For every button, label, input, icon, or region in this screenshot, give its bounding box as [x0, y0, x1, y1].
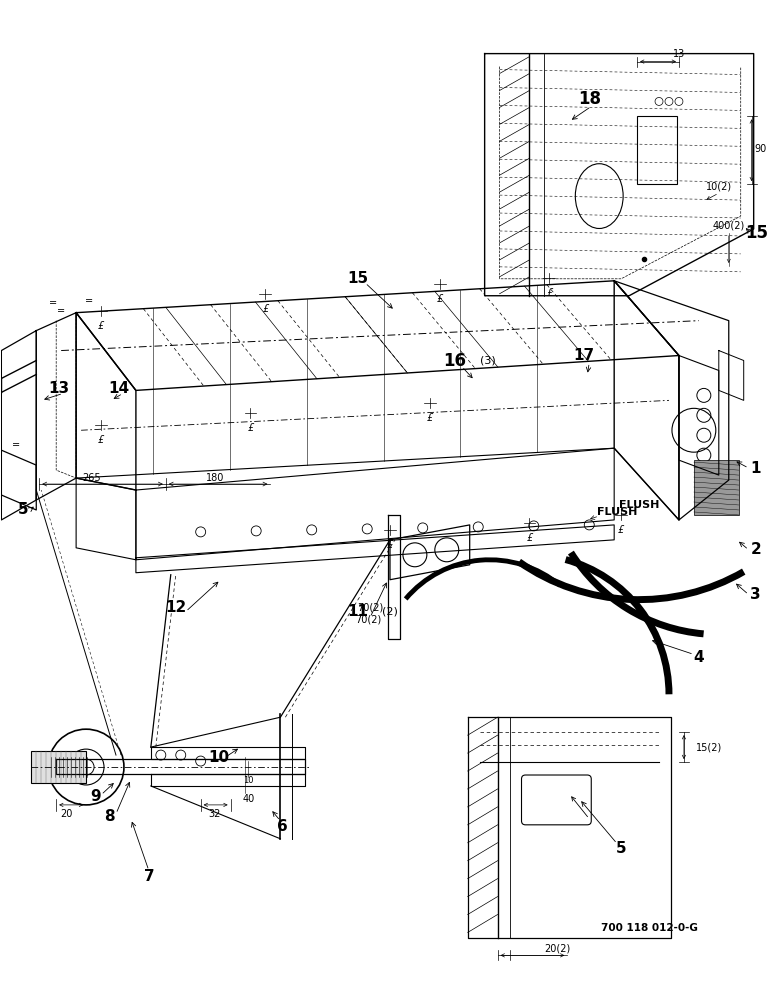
Text: £: £ — [98, 435, 104, 445]
Text: 16: 16 — [443, 352, 466, 370]
Text: (2): (2) — [382, 607, 398, 617]
Text: 20: 20 — [60, 809, 73, 819]
Text: =: = — [49, 298, 57, 308]
Text: =: = — [57, 306, 66, 316]
Text: 10(2): 10(2) — [706, 181, 732, 191]
Text: FLUSH: FLUSH — [619, 500, 659, 510]
Text: 1: 1 — [750, 461, 761, 476]
Text: 8: 8 — [103, 809, 114, 824]
Text: 11: 11 — [347, 604, 368, 619]
Text: 13: 13 — [49, 381, 69, 396]
Text: =: = — [85, 296, 93, 306]
Text: FLUSH: FLUSH — [597, 507, 638, 517]
Text: £: £ — [427, 413, 433, 423]
Text: 265: 265 — [82, 473, 100, 483]
Text: 10: 10 — [208, 750, 229, 765]
Text: 15: 15 — [347, 271, 369, 286]
Text: 5: 5 — [616, 841, 626, 856]
Text: £: £ — [527, 533, 533, 543]
Text: (3): (3) — [479, 356, 496, 366]
Text: 17: 17 — [574, 348, 595, 363]
Text: 5: 5 — [18, 502, 29, 517]
Text: 7: 7 — [144, 869, 154, 884]
Text: £: £ — [98, 321, 104, 331]
Text: 15: 15 — [745, 224, 768, 242]
Text: 700 118 012-0-G: 700 118 012-0-G — [601, 923, 697, 933]
Text: £: £ — [262, 304, 269, 314]
Text: 9: 9 — [91, 789, 101, 804]
Text: 15(2): 15(2) — [696, 742, 722, 752]
Text: 3: 3 — [750, 587, 761, 602]
Text: 14: 14 — [108, 381, 130, 396]
Text: 6: 6 — [277, 819, 288, 834]
Text: 70(2): 70(2) — [355, 615, 381, 625]
Text: 32: 32 — [208, 809, 221, 819]
Ellipse shape — [575, 164, 623, 228]
Text: 20(2): 20(2) — [544, 943, 571, 953]
Text: 180: 180 — [206, 473, 225, 483]
Text: =: = — [12, 440, 20, 450]
Text: 18: 18 — [577, 90, 601, 108]
Text: 13: 13 — [673, 49, 685, 59]
Bar — [637, 116, 677, 184]
Bar — [694, 460, 739, 515]
Text: 4: 4 — [693, 650, 704, 665]
Bar — [32, 751, 86, 783]
Text: £: £ — [618, 525, 625, 535]
Text: 12: 12 — [165, 600, 186, 615]
Text: 40: 40 — [242, 794, 255, 804]
Text: 2: 2 — [750, 542, 761, 557]
Text: £: £ — [247, 423, 254, 433]
Text: 70(2): 70(2) — [357, 603, 383, 613]
Text: 10: 10 — [243, 776, 254, 785]
Text: £: £ — [547, 288, 553, 298]
Text: 90: 90 — [754, 144, 767, 154]
Text: £: £ — [437, 294, 443, 304]
Text: 400(2): 400(2) — [713, 221, 745, 231]
Text: £: £ — [387, 540, 393, 550]
